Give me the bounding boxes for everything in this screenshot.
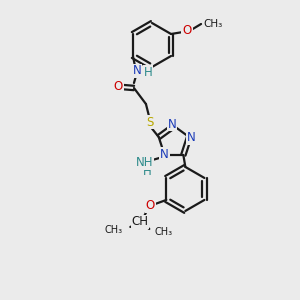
- Text: N: N: [168, 118, 176, 130]
- Text: S: S: [146, 116, 154, 128]
- Text: O: O: [182, 25, 192, 38]
- Text: N: N: [133, 64, 141, 77]
- Text: N: N: [187, 130, 196, 144]
- Text: H: H: [143, 165, 152, 178]
- Text: NH: NH: [136, 156, 153, 170]
- Text: CH: CH: [132, 215, 149, 228]
- Text: CH₃: CH₃: [104, 225, 122, 235]
- Text: O: O: [113, 80, 123, 92]
- Text: O: O: [146, 200, 155, 212]
- Text: CH₃: CH₃: [203, 19, 222, 29]
- Text: N: N: [160, 148, 169, 161]
- Text: H: H: [144, 65, 153, 79]
- Text: CH₃: CH₃: [154, 227, 172, 237]
